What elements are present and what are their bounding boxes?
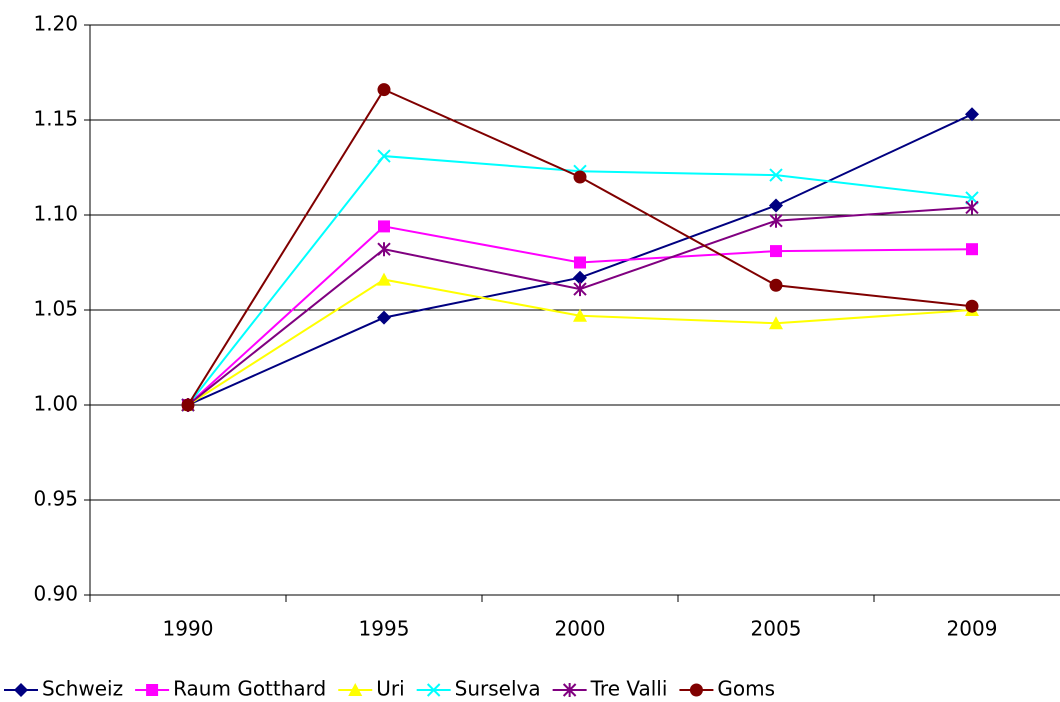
y-tick-label: 1.15 [33,107,78,131]
marker [377,310,391,325]
marker [769,168,783,182]
legend-item: Surselva [416,677,541,701]
y-tick-label: 1.05 [33,297,78,321]
legend-item: Raum Gotthard [135,677,326,701]
legend-label: Surselva [455,677,541,701]
x-tick-label: 2009 [947,617,998,641]
series [181,83,979,412]
marker [769,278,783,292]
y-tick-label: 1.10 [33,202,78,226]
y-tick-label: 1.20 [33,12,78,36]
marker [14,683,28,697]
legend-item: Schweiz [4,677,123,701]
marker [769,213,783,228]
marker [965,299,979,313]
x-tick-label: 2000 [555,617,606,641]
legend-label: Schweiz [42,677,123,701]
marker [965,107,979,122]
marker [573,170,587,184]
marker [378,220,390,233]
legend-label: Uri [376,677,404,701]
marker [769,198,783,213]
series-line [187,206,973,406]
x-tick-label: 1990 [163,617,214,641]
marker [573,282,587,297]
series [181,200,979,412]
marker [562,683,577,697]
marker [770,245,782,258]
legend-label: Tre Valli [590,677,668,701]
y-tick-label: 0.90 [33,582,78,606]
legend-item: Goms [679,677,775,701]
marker [769,316,783,330]
x-tick-label: 1995 [359,617,410,641]
marker [377,83,391,97]
legend-label: Raum Gotthard [173,677,326,701]
y-tick-label: 0.95 [33,487,78,511]
y-tick-label: 1.00 [33,392,78,416]
marker [689,683,703,697]
marker [965,200,979,215]
marker [377,242,391,257]
marker [573,308,587,322]
marker [966,243,978,256]
legend-item: Tre Valli [552,677,668,701]
legend-item: Uri [338,677,405,701]
x-tick-label: 2005 [751,617,802,641]
legend-label: Goms [717,677,775,701]
marker [377,272,391,286]
marker [146,684,159,696]
series-line [187,88,973,406]
marker [426,683,441,697]
marker [574,256,586,269]
marker [181,398,195,412]
marker [377,149,391,163]
marker [573,270,587,285]
marker [348,683,363,696]
marker [965,191,979,205]
